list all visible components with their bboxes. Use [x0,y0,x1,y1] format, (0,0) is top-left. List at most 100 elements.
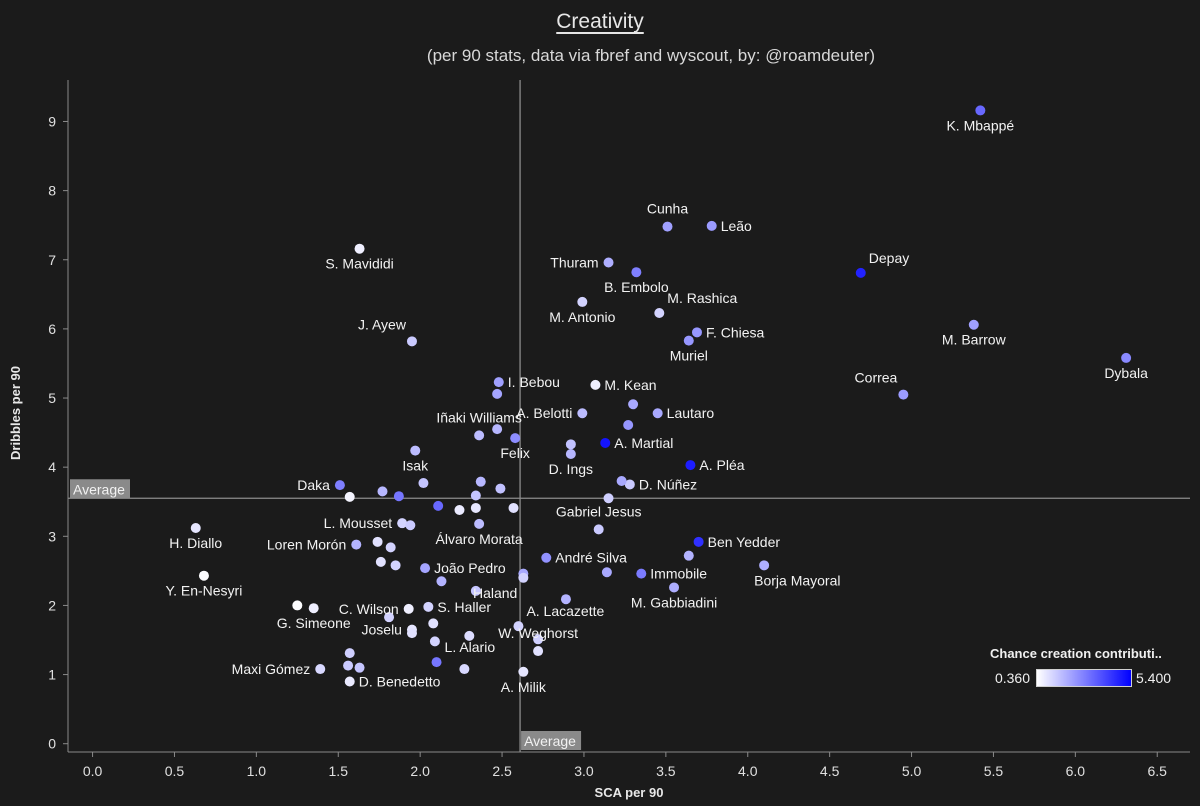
data-point [541,552,552,563]
point-label: Cunha [647,201,688,217]
data-point [492,388,503,399]
data-point [470,502,481,513]
x-tick-label: 2.0 [410,763,430,779]
point-label: M. Barrow [942,332,1007,348]
point-label: Muriel [670,348,708,364]
point-label: Joselu [362,622,402,638]
data-point [495,483,506,494]
data-point [344,648,355,659]
y-tick-label: 1 [48,667,56,683]
point-label: M. Antonio [549,309,615,325]
x-tick-label: 3.0 [574,763,594,779]
color-legend: Chance creation contributi.. 0.360 5.400 [990,646,1190,687]
point-label: Loren Morón [267,537,346,553]
y-average-label: Average [73,481,125,497]
data-point [603,257,614,268]
point-labels-group: K. Mbappé Cunha Leão Depay S. Mavididi Thuram… [166,117,1149,694]
data-point [354,662,365,673]
point-label: F. Chiesa [706,324,765,340]
data-point [975,105,986,116]
data-point [603,493,614,504]
point-label: C. Wilson [339,601,399,617]
legend-gradient-bar [1036,669,1132,687]
x-tick-label: 2.5 [492,763,512,779]
point-label: André Silva [555,550,627,566]
data-point [351,539,362,550]
point-label: Isak [402,458,429,474]
point-label: H. Diallo [169,535,222,551]
data-point [475,476,486,487]
data-point [565,439,576,450]
data-point [590,379,601,390]
data-point [560,594,571,605]
point-label: Thuram [550,255,598,271]
data-point [375,556,386,567]
point-label: Immobile [650,566,707,582]
legend-row: 0.360 5.400 [990,669,1190,687]
point-label: D. Benedetto [359,673,441,689]
data-point [601,567,612,578]
data-point [565,449,576,460]
point-label: Ben Yedder [708,534,781,550]
chart-title: Creativity [556,10,644,33]
y-tick-label: 6 [48,321,56,337]
point-label: G. Simeone [277,615,351,631]
x-tick-label: 0.5 [165,763,185,779]
data-point [420,563,431,574]
point-label: Álvaro Morata [436,531,523,547]
data-point [344,491,355,502]
data-point [406,628,417,639]
data-point [706,220,717,231]
data-point [377,486,388,497]
data-point [393,491,404,502]
data-point [474,430,485,441]
point-label: S. Mavididi [325,256,393,272]
data-point [1121,352,1132,363]
point-label: D. Núñez [639,476,697,492]
y-tick-label: 9 [48,113,56,129]
y-tick-label: 2 [48,597,56,613]
x-tick-label: 4.0 [738,763,758,779]
data-point [693,536,704,547]
point-label: Daka [297,477,330,493]
data-point [683,550,694,561]
data-point [431,657,442,668]
data-point [390,560,401,571]
point-label: S. Haller [437,599,491,615]
data-point [470,585,481,596]
axes-group: 0.0 0.5 1.0 1.5 2.0 2.5 3.0 3.5 4.0 4.5 5.0 5.5 6.0 6… [48,80,1190,779]
point-label: J. Ayew [358,316,407,332]
data-point [685,460,696,471]
data-point [436,576,447,587]
data-point [433,500,444,511]
data-point [898,389,909,400]
data-point [428,618,439,629]
data-point [691,327,702,338]
data-point [459,664,470,675]
x-tick-label: 1.5 [329,763,349,779]
data-point [406,336,417,347]
data-point [385,542,396,553]
point-label: W. Weghorst [498,625,578,641]
point-label: Iñaki Williams [436,409,522,425]
point-label: Haland [473,585,517,601]
x-tick-label: 0.0 [83,763,103,779]
point-label: Depay [869,250,909,266]
data-point [577,296,588,307]
point-label: Leão [721,218,752,234]
data-point [354,243,365,254]
point-label: Gabriel Jesus [556,503,642,519]
data-point [493,377,504,388]
point-label: A. Milik [501,679,547,695]
y-average-label-box [70,479,130,499]
point-label: Dybala [1104,365,1148,381]
point-label: M. Kean [604,377,656,393]
data-point [577,408,588,419]
y-axis-title: Dribbles per 90 [8,366,23,460]
point-label: M. Rashica [667,290,737,306]
data-point [308,603,319,614]
point-label: K. Mbappé [946,117,1014,133]
points-group [190,105,1132,687]
data-point [513,621,524,632]
